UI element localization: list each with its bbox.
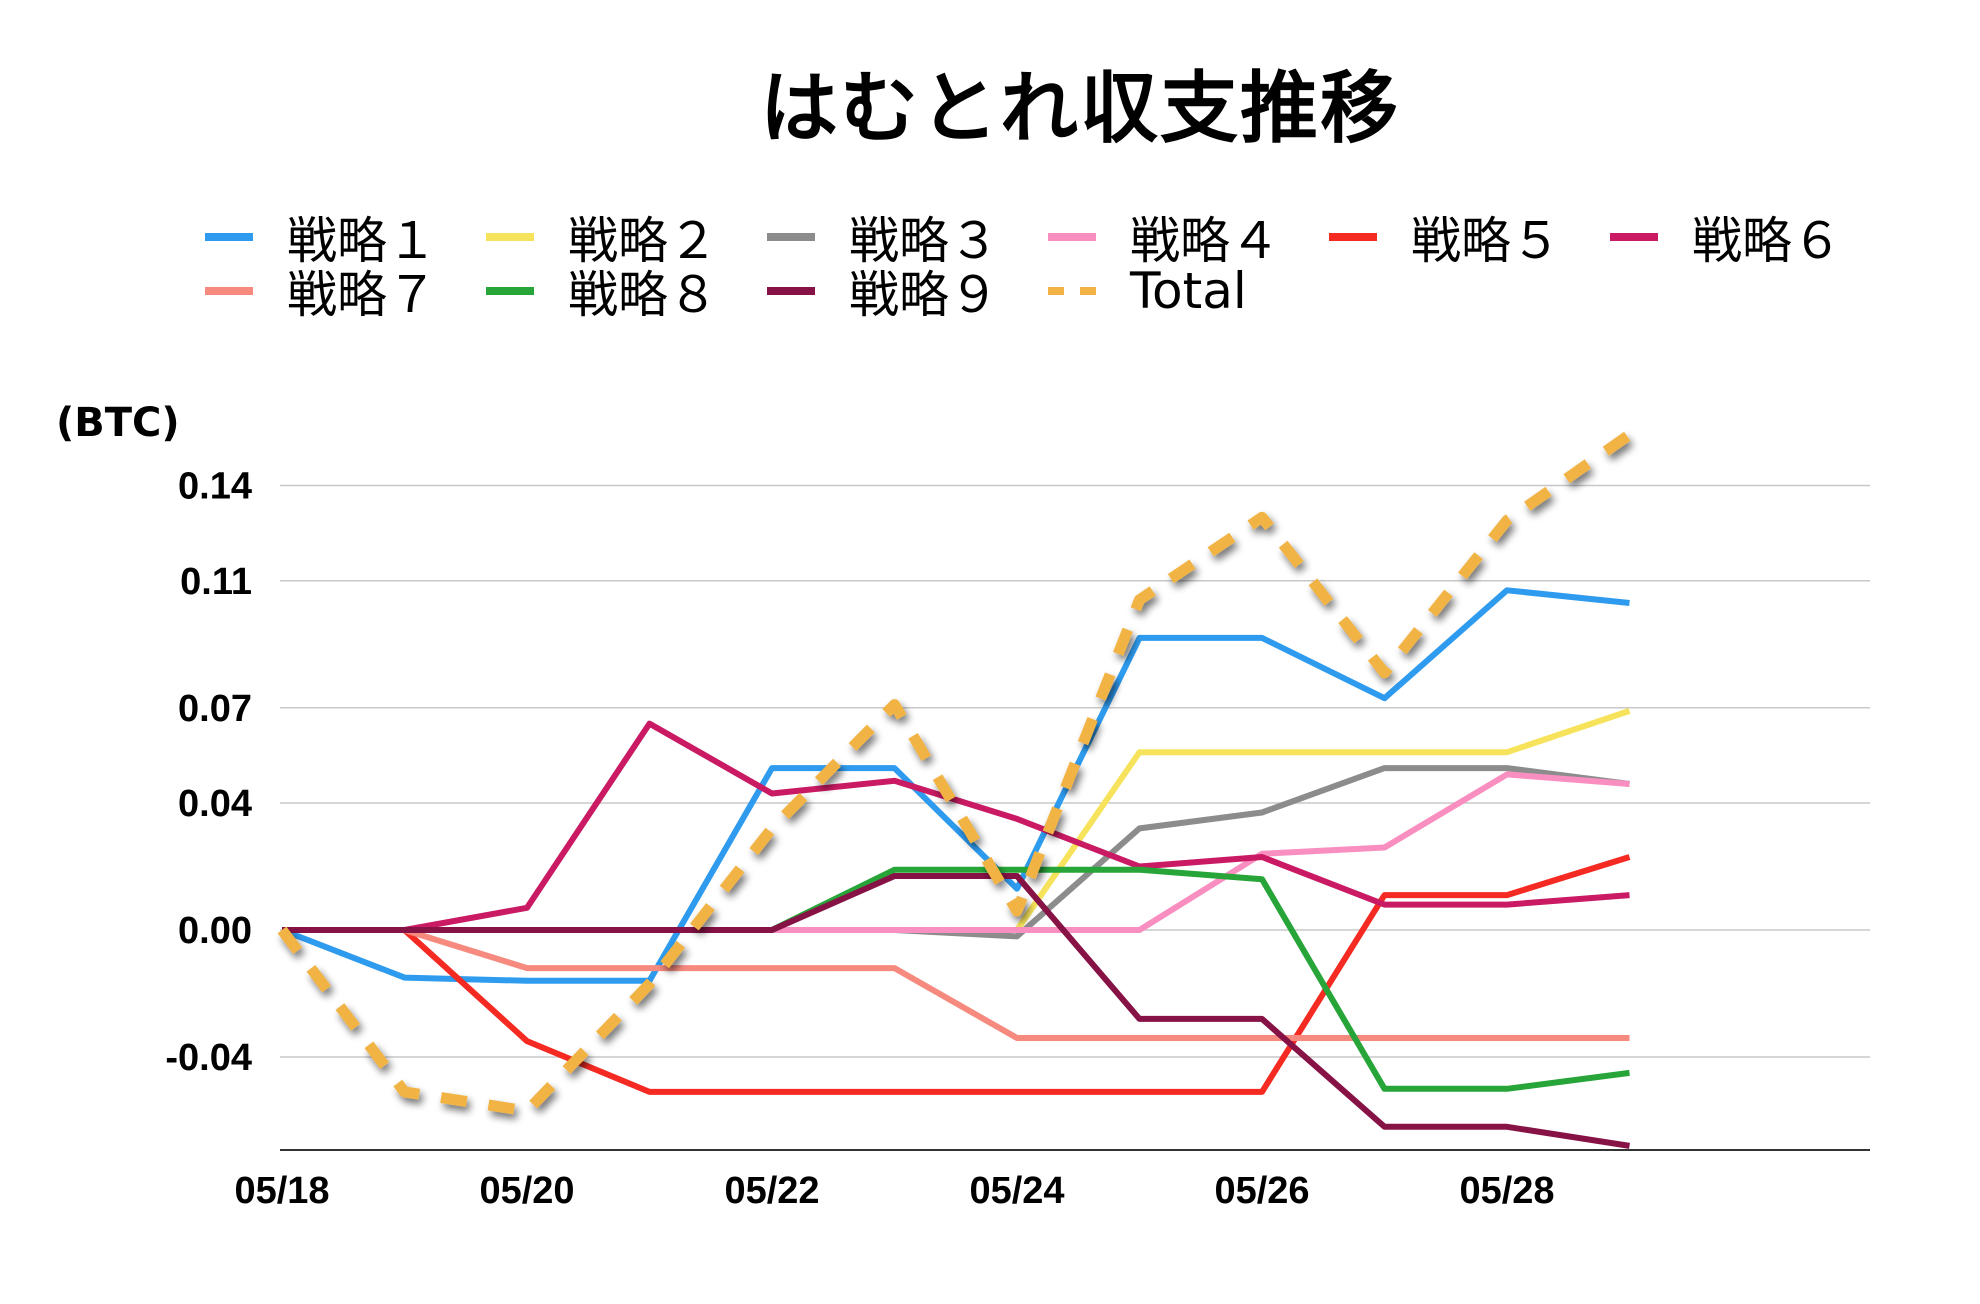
y-tick-label: 0.11 [180,561,252,603]
legend-item: Total [1048,262,1247,320]
legend-item: 戦略１ [205,210,437,270]
legend-item: 戦略７ [205,264,437,324]
chart-title: はむとれ収支推移 [759,64,1400,154]
y-tick-label: 0.07 [178,688,252,730]
legend-item: 戦略２ [486,210,718,270]
legend-label: 戦略３ [849,212,999,270]
legend-label: 戦略６ [1692,212,1842,270]
series-line-6 [282,720,1630,933]
legend-swatch [767,287,815,295]
legend-label: 戦略７ [287,266,437,324]
series-line-9 [282,873,1630,1149]
x-tick-label: 05/26 [1214,1170,1309,1212]
x-tick-label: 05/18 [234,1170,329,1212]
x-tick-label: 05/22 [724,1170,819,1212]
grid-lines [280,484,1870,1058]
series-lines [277,430,1633,1149]
legend-label: 戦略５ [1411,212,1561,270]
legend-swatch [486,287,534,295]
series-line-total [277,430,1633,1117]
x-tick-label: 05/24 [969,1170,1064,1212]
series-line-1 [280,587,1630,984]
legend-swatch [1048,287,1096,295]
y-tick-label: 0.04 [178,783,252,825]
legend-item: 戦略５ [1329,210,1561,270]
y-axis-unit-label: (BTC) [56,400,180,446]
x-tick-label: 05/20 [479,1170,574,1212]
series-line-7 [282,927,1630,1041]
y-tick-label: 0.00 [178,910,252,952]
legend-item: 戦略６ [1610,210,1842,270]
series-line-5 [282,854,1631,1095]
legend-swatch [1048,233,1096,241]
legend-label: 戦略１ [287,212,437,270]
axes: 0.14 0.11 0.07 0.04 0.00 -0.04 05/18 05/20 05/22… [165,466,1870,1212]
legend-swatch [205,233,253,241]
series-line-3 [282,765,1630,940]
legend-swatch [767,233,815,241]
legend-swatch [1610,233,1658,241]
legend-swatch [1329,233,1377,241]
y-tick-label: 0.14 [178,466,252,508]
legend-item: 戦略８ [486,264,718,324]
legend-label: 戦略８ [568,266,718,324]
legend-label: 戦略９ [849,266,999,324]
legend-swatch [205,287,253,295]
x-tick-label: 05/28 [1459,1170,1554,1212]
legend-item: 戦略４ [1048,210,1280,270]
legend-item: 戦略３ [767,210,999,270]
legend-swatch [486,233,534,241]
legend-label: 戦略４ [1130,212,1280,270]
y-tick-label: -0.04 [165,1037,252,1079]
legend-label: Total [1130,262,1247,320]
legend-item: 戦略９ [767,264,999,324]
legend-label: 戦略２ [568,212,718,270]
